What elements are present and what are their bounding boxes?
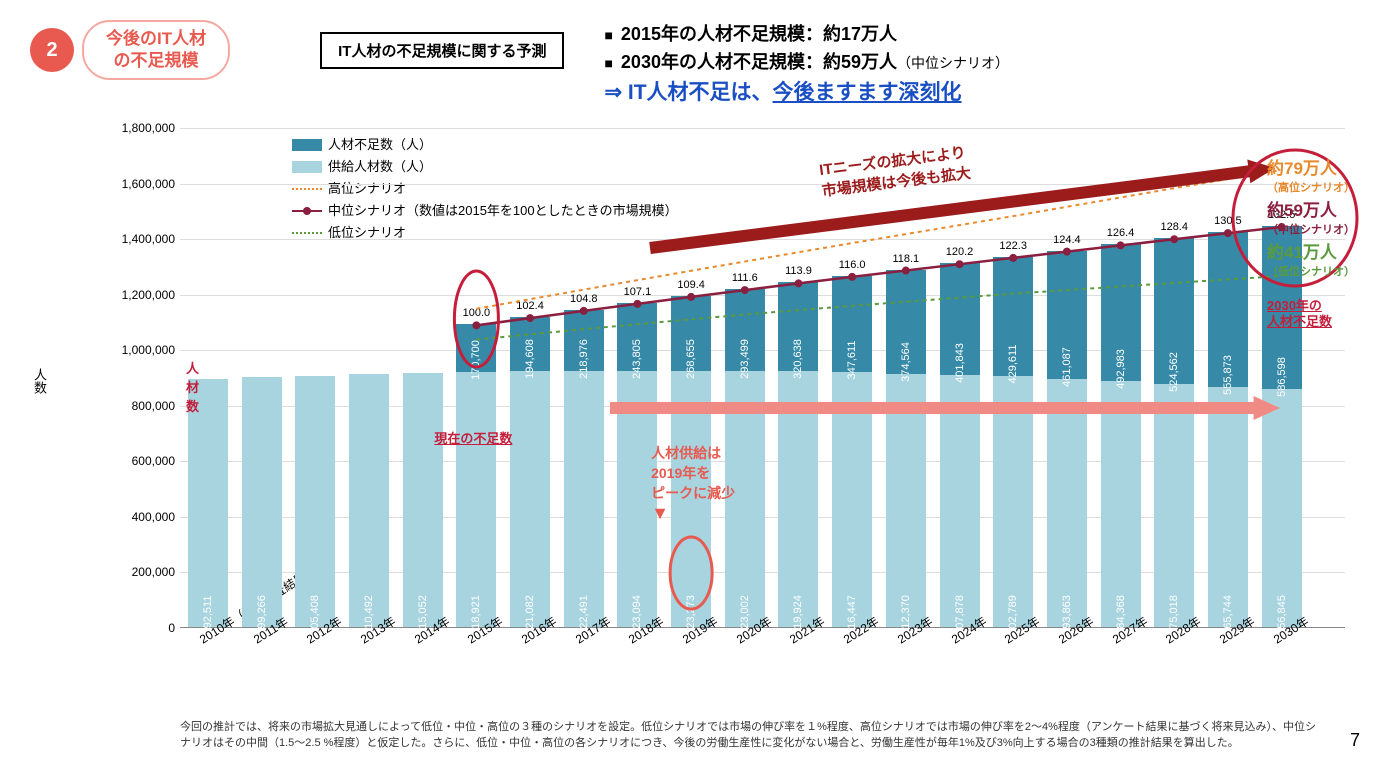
page-number: 7 [1350, 730, 1360, 751]
section-badge: 2 今後のIT人材の不足規模 [30, 20, 230, 80]
badge-number: 2 [30, 28, 74, 72]
header: 2 今後のIT人材の不足規模 IT人材の不足規模に関する予測 ■2015年の人材… [0, 0, 1385, 108]
chart: 人数 0200,000400,000600,000800,0001,000,00… [80, 128, 1345, 658]
y-axis: 0200,000400,000600,000800,0001,000,0001,… [80, 128, 180, 628]
plot-area: 人材不足数（人） 供給人材数（人） 高位シナリオ 中位シナリオ（数値は2015年… [180, 128, 1345, 628]
badge-title: 今後のIT人材の不足規模 [82, 20, 230, 80]
footnote: 今回の推計では、将来の市場拡大見通しによって低位・中位・高位の３種のシナリオを設… [180, 720, 1325, 751]
scenario-callout: 約79万人（高位シナリオ） 約59万人（中位シナリオ） 約41万人（低位シナリオ… [1267, 158, 1355, 331]
forecast-title-box: IT人材の不足規模に関する予測 [320, 32, 564, 69]
legend: 人材不足数（人） 供給人材数（人） 高位シナリオ 中位シナリオ（数値は2015年… [292, 134, 678, 244]
y-axis-label: 人数 [30, 368, 49, 394]
summary-block: ■2015年の人材不足規模：約17万人 ■2030年の人材不足規模：約59万人（… [604, 20, 1009, 108]
